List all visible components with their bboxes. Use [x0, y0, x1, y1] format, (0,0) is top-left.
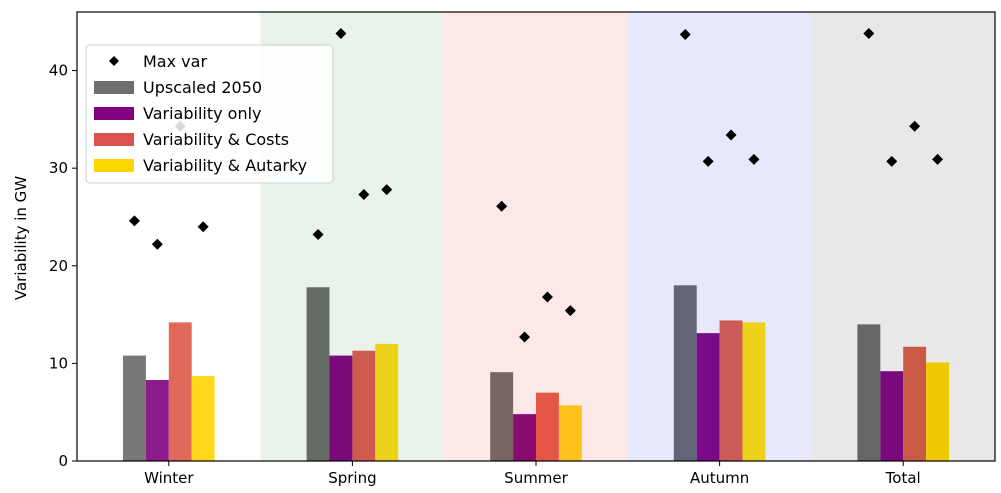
- max-var-marker: [128, 215, 140, 227]
- bar-autumn-2: [696, 333, 720, 461]
- x-tick-label: Total: [885, 469, 921, 487]
- bar-spring-4: [375, 343, 399, 461]
- max-var-marker: [564, 305, 576, 317]
- x-tick-label: Summer: [504, 469, 568, 487]
- max-var-marker: [932, 153, 944, 165]
- max-var-markers: [128, 27, 944, 343]
- legend-label: Variability & Autarky: [143, 156, 307, 175]
- max-var-marker: [679, 28, 691, 40]
- y-tick-label: 20: [49, 257, 68, 275]
- bar-total-2: [880, 371, 904, 461]
- legend-swatch: [94, 159, 134, 172]
- y-tick-label: 40: [49, 62, 68, 80]
- bar-summer-4: [558, 405, 582, 461]
- legend-swatch: [94, 133, 134, 146]
- legend-label: Variability & Costs: [143, 130, 289, 149]
- bar-summer-2: [513, 414, 536, 461]
- y-tick-label: 10: [49, 354, 68, 372]
- bar-summer-3: [536, 392, 559, 461]
- max-var-marker: [335, 27, 347, 39]
- axes: 0 10 20 30 40 Winter Spring Summer Autumn Total: [49, 11, 996, 487]
- bar-winter-2: [145, 379, 169, 461]
- legend-marker-max-var: [109, 56, 119, 66]
- max-var-marker: [381, 184, 393, 196]
- max-var-marker: [151, 238, 163, 250]
- bar-spring-3: [352, 350, 376, 461]
- y-tick-label: 0: [58, 452, 68, 470]
- bar-total-1: [857, 324, 881, 461]
- max-var-marker: [541, 291, 553, 303]
- legend-label: Upscaled 2050: [143, 78, 262, 97]
- bar-series: [123, 285, 949, 461]
- bar-winter-1: [123, 355, 146, 461]
- bar-autumn-4: [742, 322, 766, 461]
- y-axis-label: Variability in GW: [12, 176, 30, 300]
- background-band-summer: [444, 12, 628, 461]
- max-var-marker: [863, 27, 875, 39]
- legend: Max var Upscaled 2050 Variability only Vari…: [85, 44, 334, 184]
- bar-winter-3: [168, 322, 192, 461]
- x-tick-label: Spring: [328, 469, 376, 487]
- max-var-marker: [197, 221, 209, 233]
- max-var-marker: [312, 229, 324, 241]
- max-var-marker: [702, 155, 714, 167]
- legend-swatch: [94, 81, 134, 94]
- y-tick-label: 30: [49, 159, 68, 177]
- bar-winter-4: [191, 376, 215, 461]
- max-var-marker: [909, 120, 921, 132]
- max-var-marker: [725, 129, 737, 141]
- max-var-marker: [358, 189, 370, 201]
- legend-label: Variability only: [143, 104, 262, 123]
- max-var-marker: [519, 331, 531, 343]
- x-tick-label: Autumn: [690, 469, 749, 487]
- bar-total-4: [926, 362, 949, 461]
- bar-spring-2: [329, 355, 353, 461]
- max-var-marker: [748, 153, 760, 165]
- x-tick-label: Winter: [144, 469, 194, 487]
- max-var-marker: [496, 200, 508, 212]
- bar-total-3: [903, 346, 927, 461]
- legend-label: Max var: [143, 52, 207, 71]
- max-var-marker: [886, 155, 898, 167]
- bar-autumn-3: [719, 320, 743, 461]
- legend-swatch: [94, 107, 134, 120]
- legend-box: [85, 44, 334, 184]
- bar-summer-1: [490, 372, 514, 461]
- bar-autumn-1: [673, 285, 697, 461]
- bar-spring-1: [306, 287, 330, 461]
